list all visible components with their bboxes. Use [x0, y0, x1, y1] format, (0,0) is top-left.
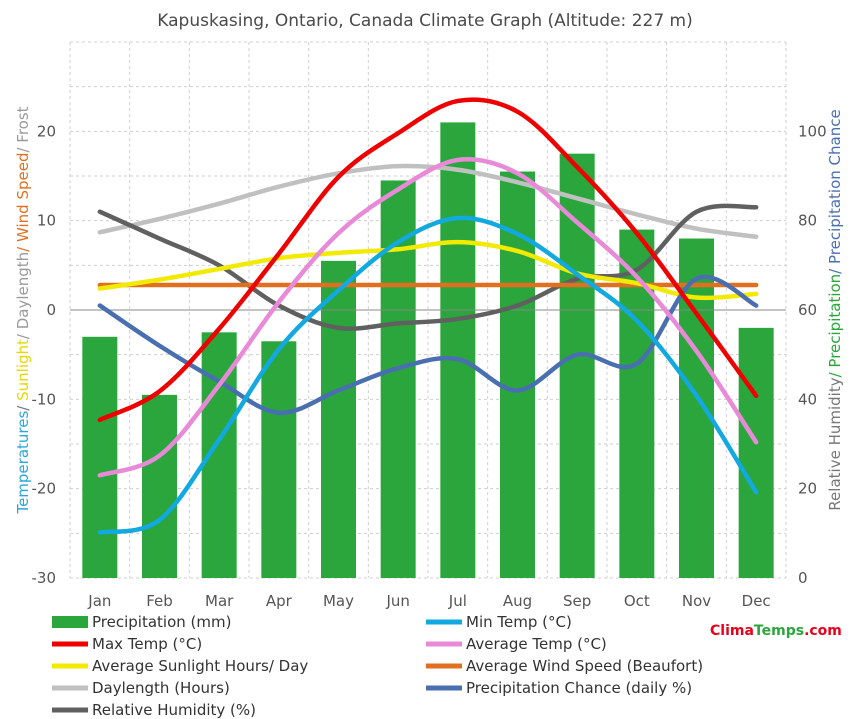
right-tick-label: 60: [798, 301, 817, 319]
precipitation-bar-may: [321, 260, 356, 578]
series-line-min-temp-c: [97, 215, 759, 535]
series-line-max-temp-c: [97, 97, 759, 423]
legend-item-precipitation-mm: Precipitation (mm): [52, 613, 231, 631]
x-tick-label: Nov: [682, 592, 711, 610]
series-line-relative-humidity: [97, 203, 759, 331]
left-tick-label: -20: [32, 480, 57, 498]
x-tick-label: Oct: [624, 592, 650, 610]
left-tick-label: 10: [37, 212, 56, 230]
logo-part-temps: Temps: [754, 623, 804, 639]
axis-label-part: / Precipitation: [826, 274, 844, 378]
precipitation-bar-jul: [440, 122, 476, 579]
chart-title: Kapuskasing, Ontario, Canada Climate Gra…: [157, 11, 692, 31]
x-tick-label: Apr: [266, 592, 293, 610]
legend-label: Average Sunlight Hours/ Day: [92, 657, 308, 675]
x-tick-label: Dec: [742, 592, 771, 610]
legend-item-min-temp-c: Min Temp (°C): [426, 613, 572, 631]
series-line-average-temp-c: [97, 157, 759, 478]
x-tick-label: Jul: [448, 592, 467, 610]
axis-label-part: / Wind Speed: [14, 153, 32, 252]
legend-item-precipitation-chance-daily: Precipitation Chance (daily %): [426, 679, 692, 697]
x-tick-label: Feb: [146, 592, 173, 610]
x-tick-label: Jun: [385, 592, 409, 610]
x-tick-label: Mar: [205, 592, 234, 610]
left-tick-label: -10: [32, 390, 57, 408]
left-tick-label: -30: [32, 569, 57, 587]
axis-label-part: / Frost: [14, 106, 32, 152]
precipitation-bar-sep: [559, 153, 595, 578]
legend: Precipitation (mm) Min Temp (°C) Max Temp …: [52, 613, 703, 719]
precipitation-bar-dec: [738, 327, 774, 578]
legend-label: Max Temp (°C): [92, 635, 202, 653]
legend-label: Precipitation (mm): [92, 613, 231, 631]
x-tick-label: Aug: [503, 592, 532, 610]
axes: -30 -20 -10 0 10 20 0 20 40 60 80 100 Jan Feb Mar Apr Ma…: [32, 122, 827, 610]
left-tick-label: 20: [37, 122, 56, 140]
precipitation-bar-feb: [142, 394, 177, 578]
x-tick-label: Jan: [87, 592, 111, 610]
right-tick-label: 80: [798, 212, 817, 230]
climatemps-logo[interactable]: ClimaTemps.com: [710, 623, 842, 639]
left-tick-label: 0: [46, 301, 56, 319]
axis-label-part: Sunlight: [14, 339, 32, 401]
legend-label: Precipitation Chance (daily %): [466, 679, 692, 697]
x-tick-label: May: [323, 592, 354, 610]
legend-label: Average Temp (°C): [466, 635, 607, 653]
legend-label: Min Temp (°C): [466, 613, 572, 631]
right-tick-label: 20: [798, 480, 817, 498]
axis-label-part: Temperatures: [14, 411, 32, 515]
logo-part-clima: Clima: [710, 623, 754, 639]
legend-item-average-temp-c: Average Temp (°C): [426, 635, 607, 653]
legend-item-average-wind-speed-beaufort: Average Wind Speed (Beaufort): [426, 657, 703, 675]
precipitation-bar-apr: [261, 341, 297, 578]
right-tick-label: 100: [798, 122, 827, 140]
left-axis-label: Temperatures/ Sunlight/ Daylength/ Wind …: [14, 106, 32, 514]
legend-label: Relative Humidity (%): [92, 701, 256, 719]
legend-label: Daylength (Hours): [92, 679, 230, 697]
right-tick-label: 0: [798, 569, 808, 587]
legend-label: Average Wind Speed (Beaufort): [466, 657, 703, 675]
axis-label-part: Relative Humidity: [826, 377, 844, 510]
series-line-precipitation-chance-daily: [97, 274, 759, 415]
right-axis-label: Relative Humidity/ Precipitation/ Precip…: [826, 109, 844, 510]
legend-item-average-sunlight-hours-day: Average Sunlight Hours/ Day: [52, 657, 308, 675]
series-line-daylength-hours: [97, 163, 759, 239]
logo-part-com: .com: [804, 623, 842, 639]
legend-item-max-temp-c: Max Temp (°C): [52, 635, 202, 653]
axis-label-part: / Daylength: [14, 252, 32, 339]
series-lines: [97, 97, 759, 535]
legend-item-relative-humidity: Relative Humidity (%): [52, 701, 256, 719]
precipitation-bar-jan: [82, 336, 118, 578]
axis-label-part: /: [14, 401, 32, 411]
legend-swatch: [52, 616, 88, 628]
right-tick-label: 40: [798, 390, 817, 408]
x-tick-label: Sep: [563, 592, 591, 610]
axis-label-part: / Precipitation Chance: [826, 109, 844, 274]
legend-item-daylength-hours: Daylength (Hours): [52, 679, 230, 697]
